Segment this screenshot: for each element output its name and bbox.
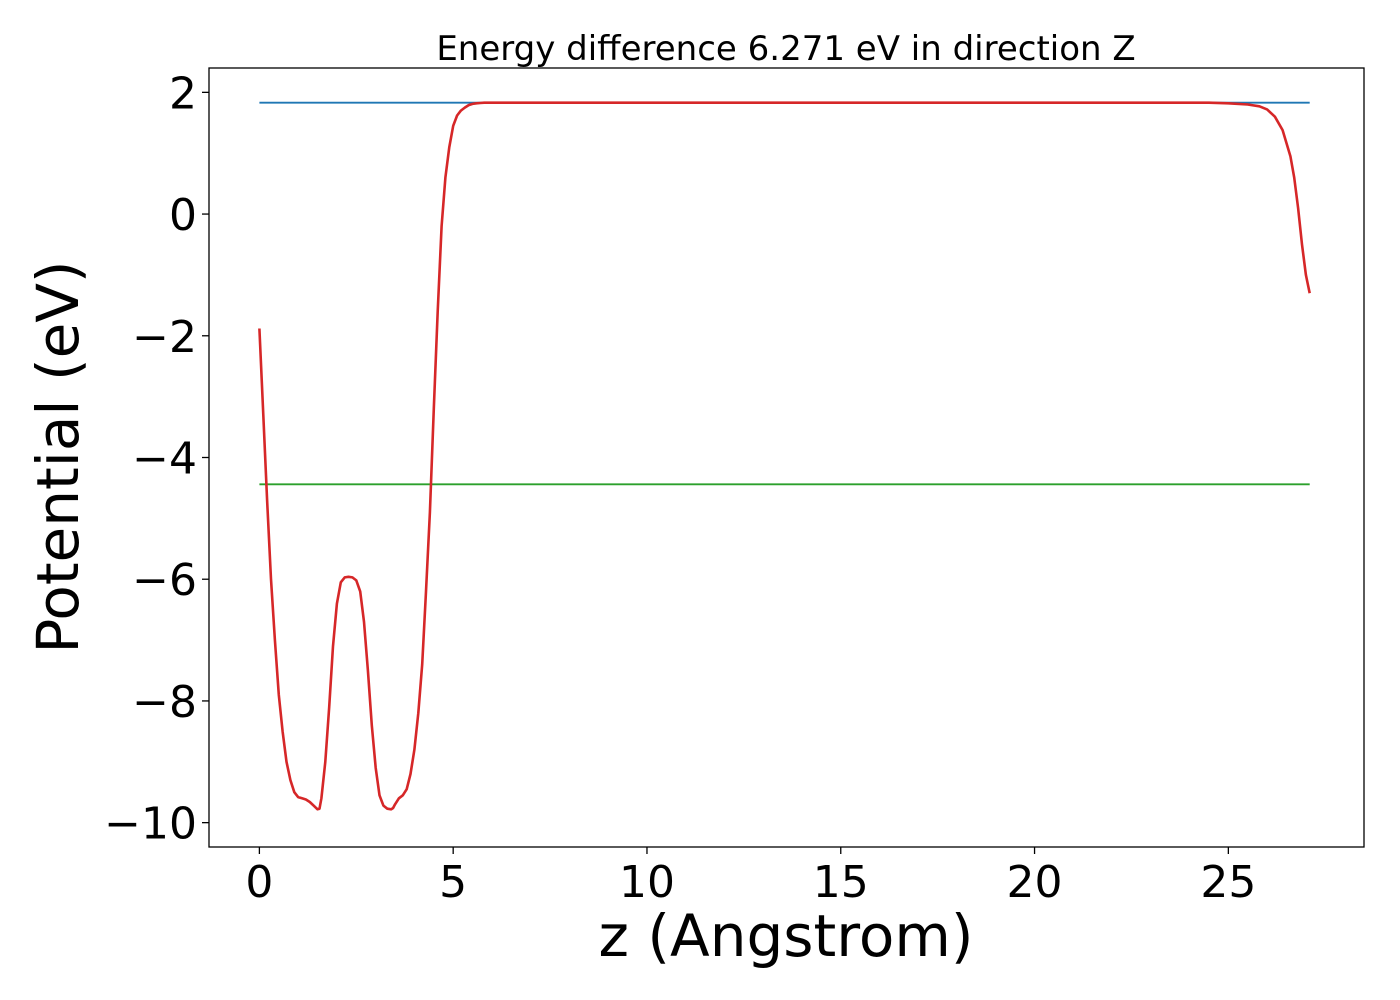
x-tick-label: 0 — [245, 857, 273, 908]
series-lines — [258, 101, 1311, 811]
x-axis-ticks: 0 5 10 15 20 25 — [245, 847, 1256, 908]
x-axis-label: z (Angstrom) — [599, 902, 974, 970]
x-tick-label: 15 — [813, 857, 869, 908]
y-tick-label: −2 — [132, 312, 197, 363]
y-tick-label: −6 — [132, 555, 197, 606]
x-tick-label: 20 — [1007, 857, 1063, 908]
x-tick-label: 25 — [1200, 857, 1256, 908]
y-tick-label: 2 — [169, 68, 197, 119]
y-tick-label: −4 — [132, 434, 197, 485]
x-tick-label: 5 — [439, 857, 467, 908]
y-axis-ticks: 2 0 −2 −4 −6 −8 −10 — [104, 68, 209, 850]
series-line-2 — [258, 101, 1311, 811]
y-tick-label: −8 — [132, 677, 197, 728]
x-tick-label: 10 — [619, 857, 675, 908]
y-axis-label: Potential (eV) — [24, 260, 92, 653]
y-tick-label: −10 — [104, 799, 197, 850]
chart-title: Energy difference 6.271 eV in direction … — [436, 29, 1135, 69]
y-tick-label: 0 — [169, 190, 197, 241]
